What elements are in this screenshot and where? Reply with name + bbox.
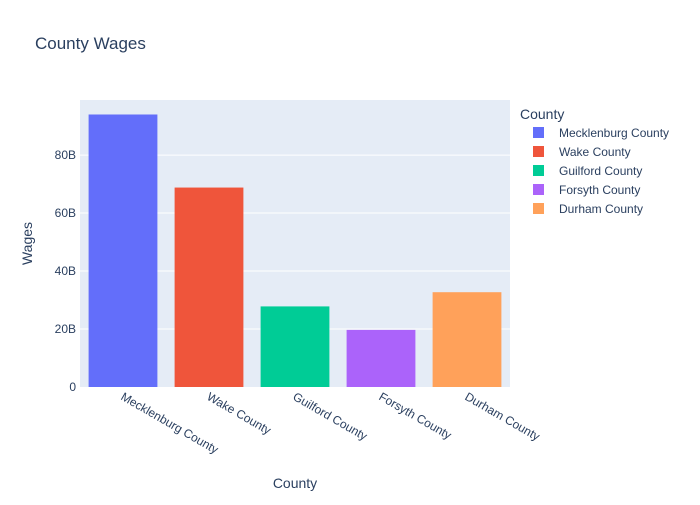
bar-forsyth-county [346, 329, 416, 387]
chart-title: County Wages [35, 34, 146, 53]
legend-entry: Forsyth County [559, 183, 640, 197]
legend-swatch [533, 184, 544, 195]
legend-swatch [533, 146, 544, 157]
legend-swatch [533, 165, 544, 176]
y-tick-label: 80B [55, 148, 76, 162]
legend-entry: Mecklenburg County [559, 126, 669, 140]
bar-guilford-county [260, 306, 330, 387]
bar-mecklenburg-county [88, 114, 158, 388]
bar-durham-county [432, 292, 502, 387]
y-axis-title: Wages [19, 222, 35, 265]
x-tick-label: Durham County [463, 389, 543, 443]
legend-title: County [520, 106, 564, 122]
x-tick-label: Wake County [205, 389, 274, 437]
legend-swatch [533, 127, 544, 138]
y-tick-label: 60B [55, 206, 76, 220]
legend-entry: Guilford County [559, 164, 642, 178]
y-tick-label: 40B [55, 264, 76, 278]
y-tick-label: 0 [69, 380, 76, 394]
y-tick-label: 20B [55, 322, 76, 336]
bar-wake-county [174, 187, 244, 387]
x-tick-label: Forsyth County [377, 389, 454, 442]
x-tick-label: Guilford County [291, 389, 370, 443]
legend-entry: Wake County [559, 145, 631, 159]
legend-swatch [533, 203, 544, 214]
legend-entry: Durham County [559, 202, 643, 216]
x-axis-title: County [273, 475, 317, 491]
